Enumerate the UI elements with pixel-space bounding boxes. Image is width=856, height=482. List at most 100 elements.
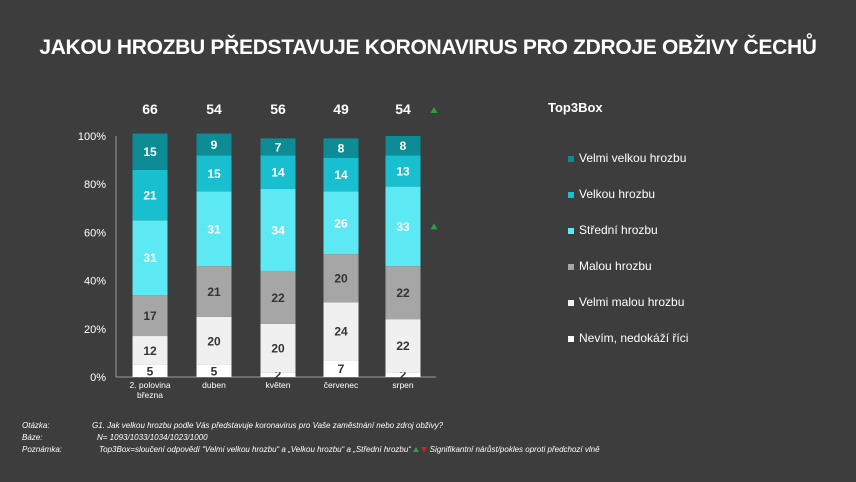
- data-label: 5: [147, 364, 154, 378]
- bar-segment: [196, 133, 232, 156]
- bar-segment: [132, 295, 168, 337]
- bar-segment: [323, 157, 359, 192]
- significant-up-icon: [413, 447, 420, 453]
- data-label: 22: [271, 291, 285, 305]
- bar-segment: [132, 220, 168, 296]
- data-label: 17: [143, 309, 157, 323]
- data-label: 13: [396, 164, 410, 178]
- remark-note-text: Top3Box=sloučení odpovědí “Velmi velkou …: [99, 445, 411, 454]
- base-note-label: Báze:: [22, 433, 43, 442]
- bar-segment: [260, 372, 296, 377]
- data-label: 2: [400, 368, 407, 382]
- bar-segment: [132, 169, 168, 221]
- y-tick-label: 100%: [78, 131, 106, 143]
- bar-segment: [260, 138, 296, 156]
- segment-significant-up-icon: [430, 223, 438, 230]
- data-label: 24: [334, 325, 348, 339]
- legend-item: Velkou hrozbu: [568, 187, 768, 205]
- data-label: 15: [143, 145, 157, 159]
- data-label: 20: [334, 272, 348, 286]
- category-label: 2. polovina: [129, 380, 170, 390]
- data-label: 20: [271, 342, 285, 356]
- bar-segment: [385, 319, 421, 373]
- bar-segment: [323, 138, 359, 158]
- data-label: 14: [334, 168, 348, 182]
- bar-segment: [196, 191, 232, 267]
- data-label: 2: [275, 368, 282, 382]
- remark-note-label: Poznámka:: [22, 445, 63, 454]
- bar-segment: [323, 191, 359, 255]
- top3box-value: 49: [333, 101, 349, 117]
- bar-segment: [260, 155, 296, 190]
- bar-segment: [132, 133, 168, 170]
- data-label: 14: [271, 166, 285, 180]
- data-label: 21: [143, 189, 157, 203]
- remark-significance-text: Signifikantní nárůst/pokles oproti předc…: [429, 445, 600, 454]
- significant-down-icon: [421, 447, 428, 453]
- data-label: 12: [143, 344, 157, 358]
- category-label: duben: [202, 380, 226, 390]
- data-label: 21: [207, 285, 221, 299]
- legend-swatch: [568, 228, 574, 234]
- bar-segment: [196, 266, 232, 317]
- data-label: 5: [211, 364, 218, 378]
- data-label: 33: [396, 220, 410, 234]
- legend-label: Velkou hrozbu: [579, 187, 656, 201]
- bar-segment: [385, 372, 421, 377]
- bar-segment: [260, 323, 296, 373]
- data-label: 26: [334, 216, 348, 230]
- y-tick-label: 20%: [84, 324, 106, 336]
- legend-label: Malou hrozbu: [579, 259, 652, 273]
- data-label: 34: [271, 223, 285, 237]
- top3box-value: 54: [395, 101, 411, 117]
- legend-swatch: [568, 336, 574, 342]
- bar-segment: [385, 266, 421, 320]
- bar-segment: [132, 336, 168, 365]
- y-tick-label: 0%: [90, 372, 106, 384]
- legend-label: Střední hrozbu: [579, 223, 658, 237]
- top3box-value: 56: [270, 101, 286, 117]
- category-label: červenec: [324, 380, 359, 390]
- bar-segment: [260, 189, 296, 271]
- legend-item: Nevím, nedokáží říci: [568, 331, 768, 349]
- bar-segment: [323, 254, 359, 303]
- top3box-value: 54: [206, 101, 222, 117]
- bar-segment: [260, 270, 296, 324]
- legend-item: Malou hrozbu: [568, 259, 768, 277]
- data-label: 22: [396, 286, 410, 300]
- y-tick-label: 60%: [84, 227, 106, 239]
- remark-note-content: Top3Box=sloučení odpovědí “Velmi velkou …: [99, 445, 600, 454]
- bar-segment: [323, 360, 359, 377]
- bar-segment: [196, 155, 232, 192]
- top3box-label: Top3Box: [548, 100, 603, 115]
- bar-segment: [196, 364, 232, 377]
- top3box-significant-up-icon: [430, 107, 438, 113]
- base-note-text: N= 1093/1033/1034/1023/1000: [97, 433, 208, 442]
- data-label: 15: [207, 167, 221, 181]
- legend-swatch: [568, 264, 574, 270]
- bar-segment: [385, 186, 421, 267]
- data-label: 31: [143, 251, 157, 265]
- legend-swatch: [568, 300, 574, 306]
- question-note-label: Otázka:: [22, 421, 50, 430]
- data-label: 7: [275, 140, 282, 154]
- chart-title: JAKOU HROZBU PŘEDSTAVUJE KORONAVIRUS PRO…: [39, 36, 817, 59]
- y-tick-label: 80%: [84, 179, 106, 191]
- legend-label: Velmi velkou hrozbu: [579, 151, 687, 165]
- legend-item: Střední hrozbu: [568, 223, 768, 241]
- bar-segment: [132, 364, 168, 377]
- category-label: března: [137, 390, 163, 400]
- data-label: 8: [338, 142, 345, 156]
- data-label: 22: [396, 339, 410, 353]
- category-label: květen: [265, 380, 290, 390]
- data-label: 20: [207, 334, 221, 348]
- legend-label: Nevím, nedokáží říci: [579, 331, 689, 345]
- category-label: srpen: [392, 380, 414, 390]
- legend-item: Velmi velkou hrozbu: [568, 151, 768, 169]
- bar-segment: [196, 316, 232, 365]
- legend-swatch: [568, 156, 574, 162]
- data-label: 31: [207, 222, 221, 236]
- data-label: 9: [211, 138, 218, 152]
- top3box-value: 66: [142, 101, 158, 117]
